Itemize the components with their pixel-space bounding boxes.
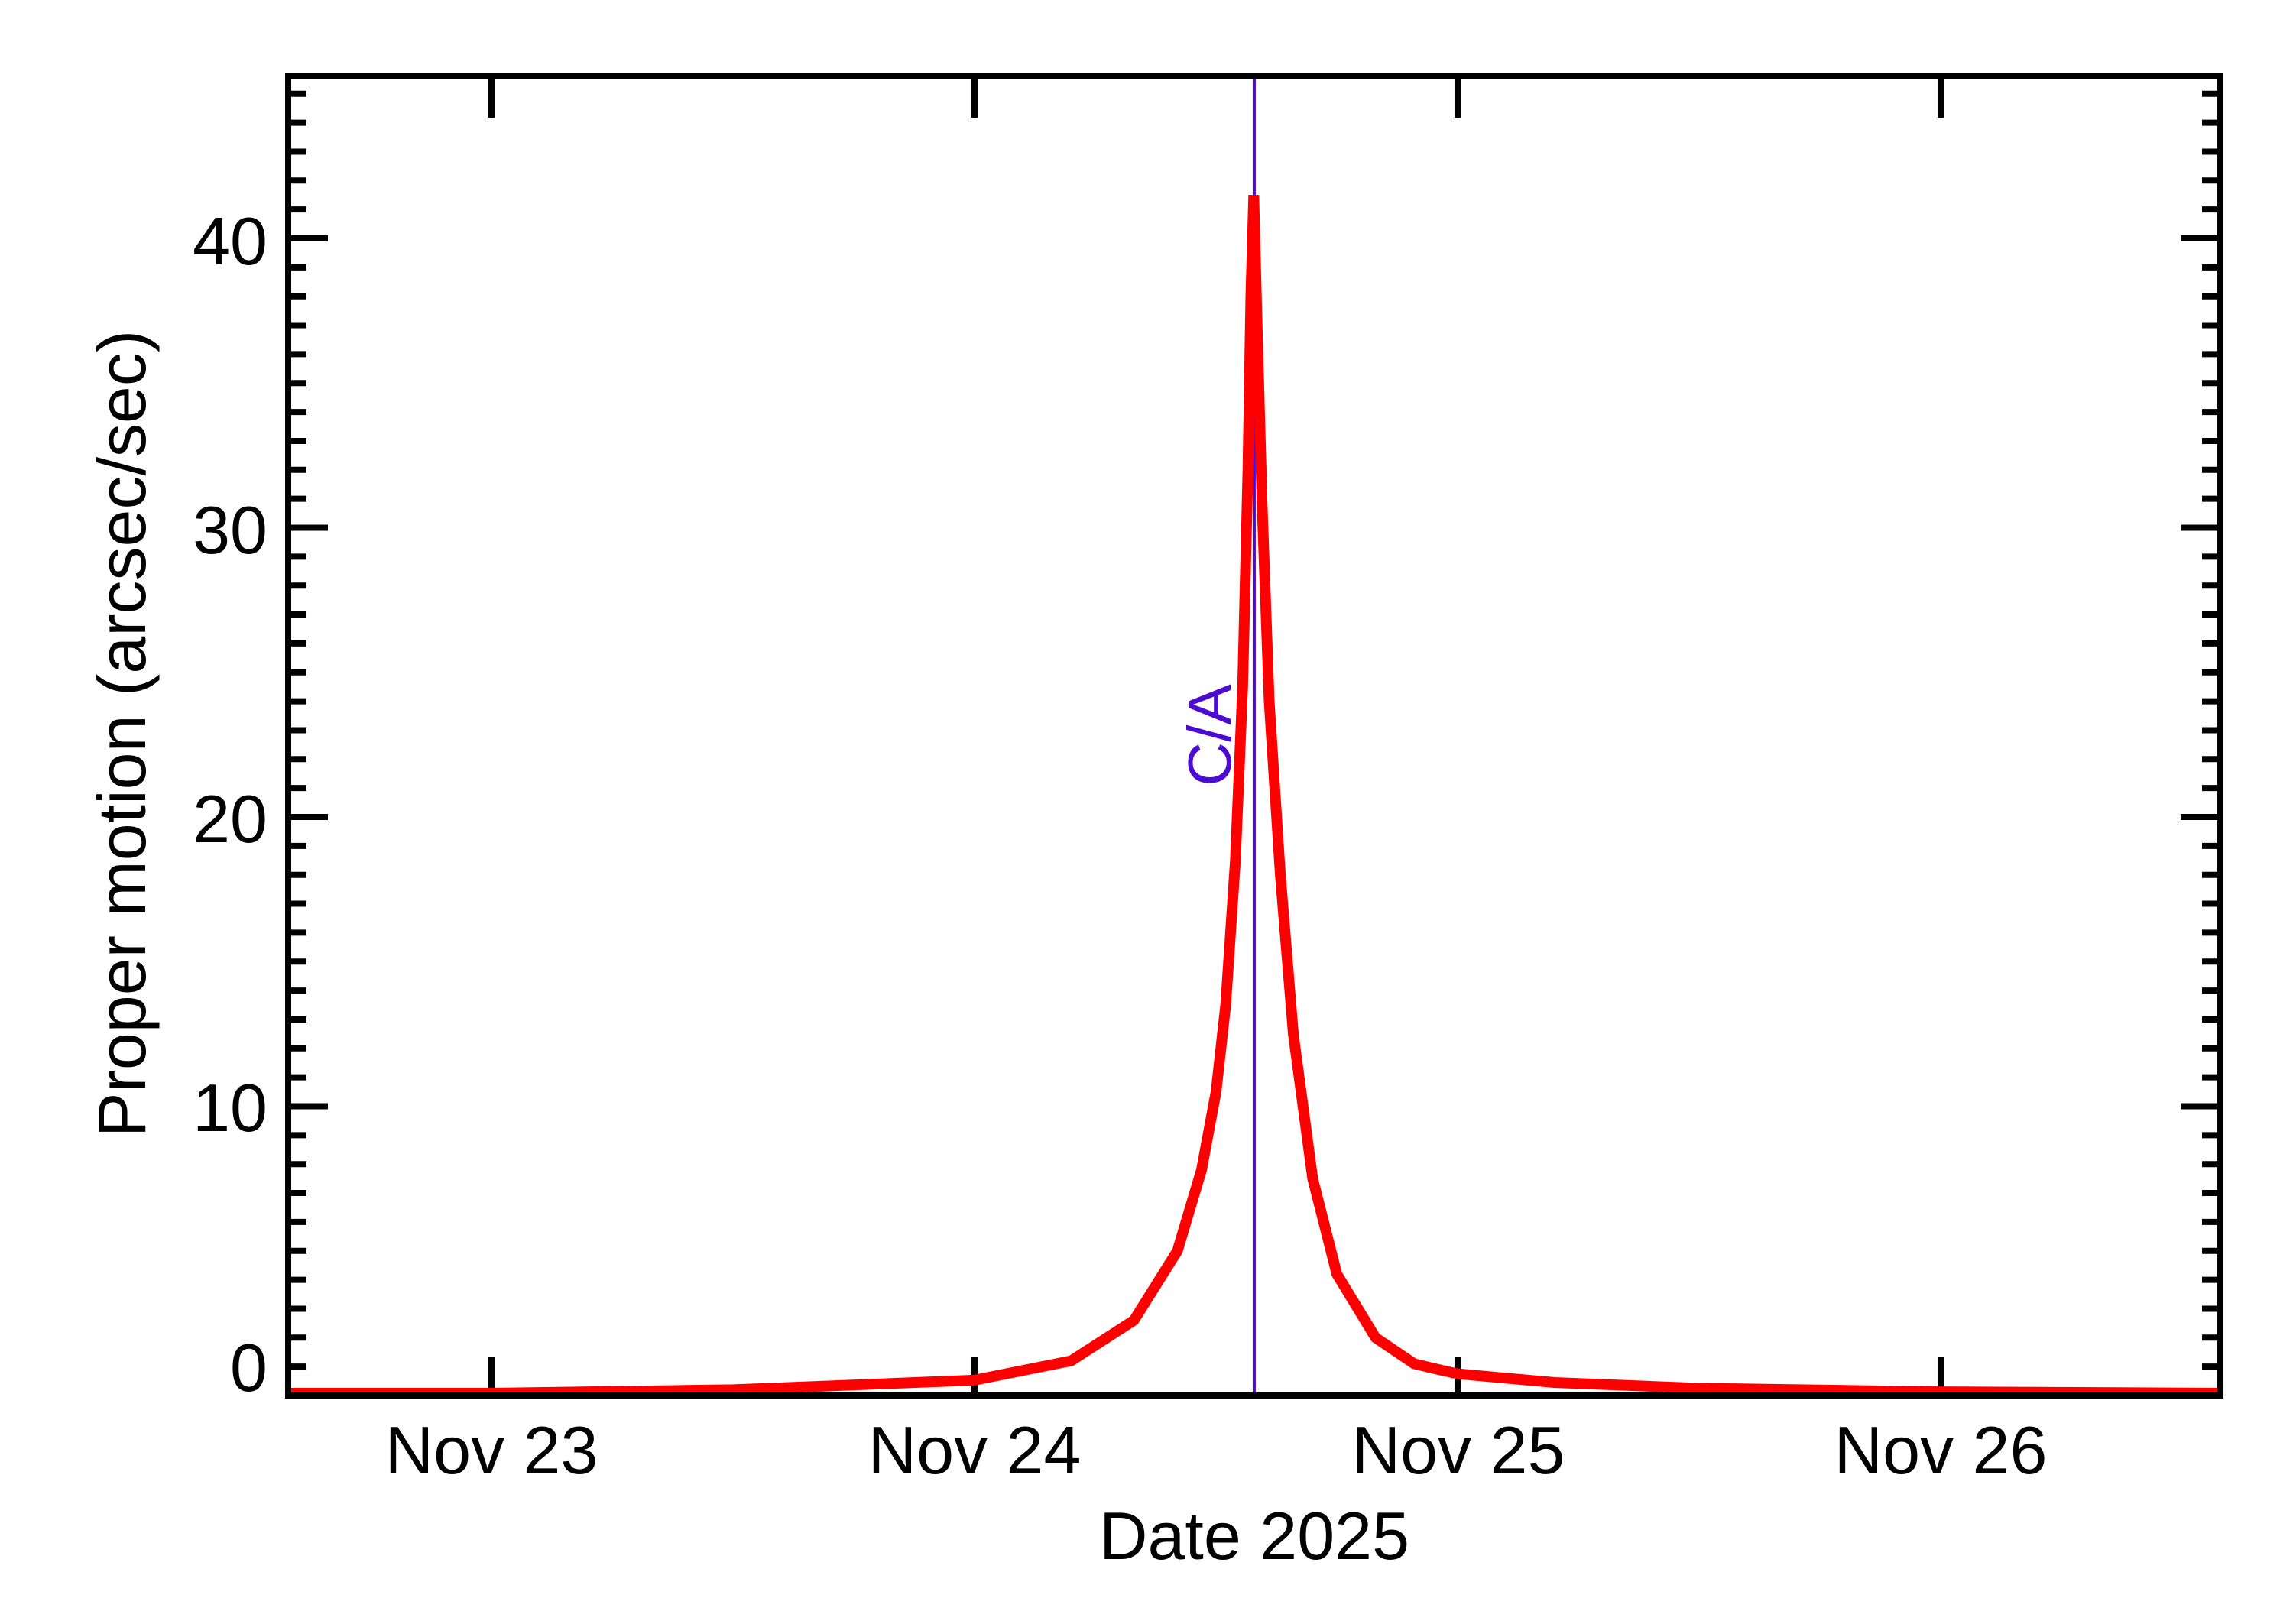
proper-motion-curve — [288, 194, 2221, 1399]
x-axis-title: Date 2025 — [1099, 1498, 1409, 1574]
y-tick-labels: 0 10 20 30 40 — [193, 203, 268, 1405]
y-axis-title: Proper motion (arcsec/sec) — [84, 330, 160, 1137]
x-tick-label-nov-24: Nov 24 — [868, 1412, 1082, 1488]
x-tick-label-nov-23: Nov 23 — [385, 1412, 598, 1488]
y-tick-label-0: 0 — [230, 1330, 268, 1405]
close-approach-label: C/A — [1176, 684, 1244, 786]
y-tick-label-20: 20 — [193, 781, 268, 857]
x-tick-label-nov-25: Nov 25 — [1352, 1412, 1565, 1488]
y-tick-label-30: 30 — [193, 492, 268, 568]
y-tick-label-10: 10 — [193, 1070, 268, 1146]
x-tick-labels: Nov 23 Nov 24 Nov 25 Nov 26 — [385, 1412, 2048, 1488]
plot-frame — [285, 73, 2223, 1399]
x-axis-ticks-top — [488, 76, 1944, 118]
x-tick-label-nov-26: Nov 26 — [1834, 1412, 2048, 1488]
y-tick-label-40: 40 — [193, 203, 268, 279]
